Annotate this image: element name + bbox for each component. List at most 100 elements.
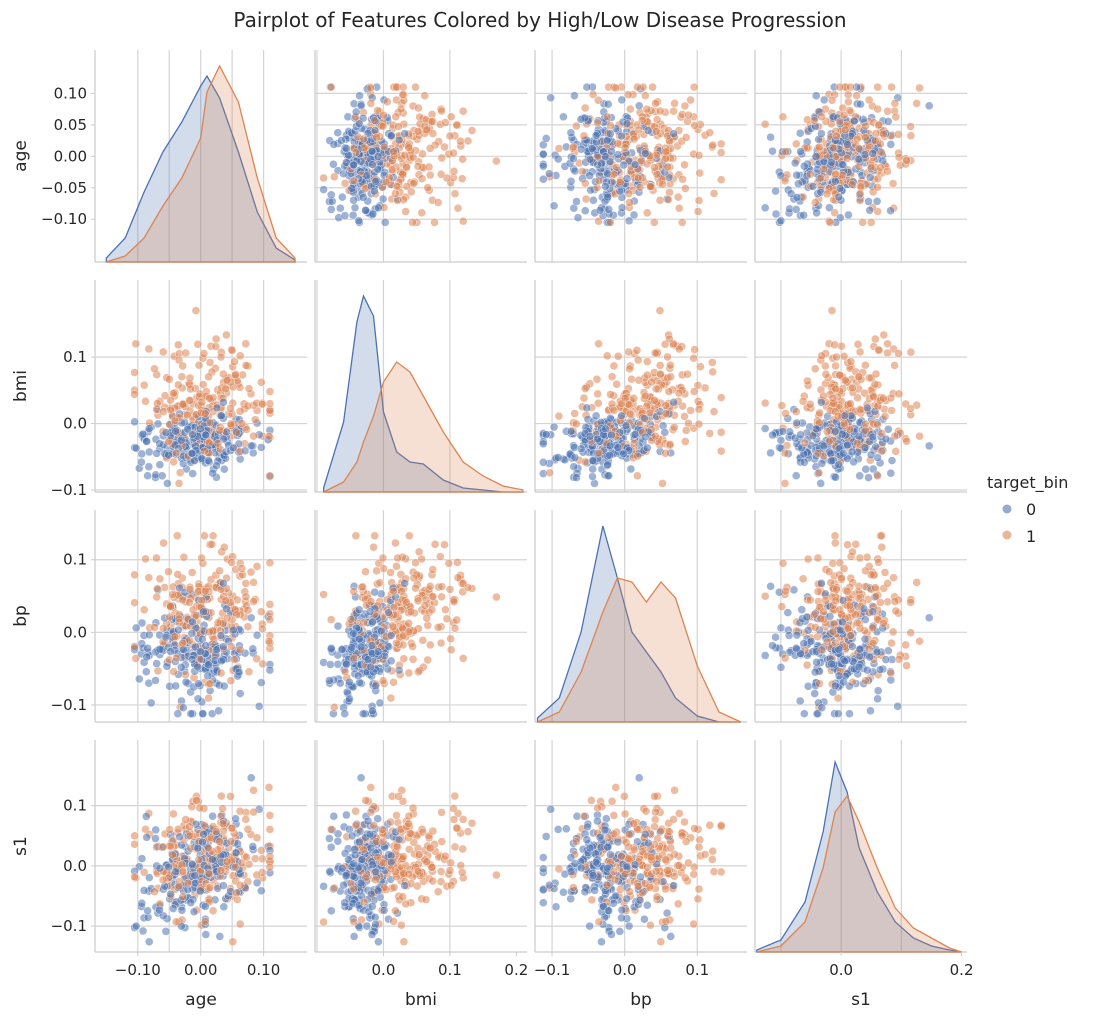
- point-group-1: [883, 167, 892, 176]
- point-group-1: [418, 149, 427, 159]
- point-group-0: [838, 430, 847, 439]
- point-group-1: [593, 389, 602, 399]
- point-group-0: [371, 920, 380, 929]
- point-group-0: [367, 889, 376, 899]
- point-group-0: [886, 675, 895, 685]
- point-group-1: [856, 182, 865, 191]
- point-group-1: [780, 653, 790, 663]
- point-group-1: [197, 397, 207, 407]
- point-group-1: [427, 605, 437, 614]
- point-group-1: [661, 147, 671, 156]
- point-group-1: [386, 693, 396, 703]
- point-group-0: [155, 439, 164, 448]
- point-group-1: [139, 381, 149, 390]
- point-group-0: [615, 186, 624, 196]
- point-group-1: [879, 330, 888, 340]
- point-group-1: [832, 131, 841, 141]
- point-group-1: [665, 440, 675, 449]
- point-group-0: [817, 703, 826, 712]
- point-group-0: [325, 676, 334, 685]
- point-group-0: [884, 646, 893, 655]
- point-group-1: [452, 120, 461, 130]
- point-group-0: [177, 906, 187, 915]
- point-group-1: [645, 408, 654, 418]
- point-group-1: [404, 627, 413, 637]
- point-group-0: [582, 82, 592, 92]
- point-group-1: [656, 361, 665, 370]
- point-group-1: [237, 419, 247, 428]
- point-group-0: [394, 835, 404, 844]
- point-group-1: [830, 208, 839, 218]
- point-group-1: [141, 554, 150, 564]
- point-group-1: [902, 156, 911, 165]
- point-group-1: [442, 614, 452, 623]
- point-group-0: [621, 421, 631, 430]
- point-group-1: [130, 570, 139, 579]
- point-group-1: [831, 538, 840, 548]
- x-tick-label: 0.10: [247, 961, 280, 979]
- point-group-1: [358, 582, 367, 592]
- point-group-0: [349, 932, 359, 941]
- point-group-0: [196, 886, 205, 895]
- point-group-1: [181, 815, 190, 824]
- point-group-1: [694, 405, 704, 414]
- point-group-1: [866, 162, 876, 172]
- point-group-1: [865, 95, 874, 105]
- point-group-0: [624, 216, 634, 226]
- point-group-1: [387, 165, 397, 174]
- point-group-1: [778, 112, 788, 122]
- point-group-1: [222, 614, 232, 623]
- point-group-1: [592, 375, 602, 384]
- point-group-0: [778, 427, 787, 436]
- point-group-1: [379, 110, 388, 120]
- point-group-0: [850, 116, 859, 126]
- point-group-1: [241, 361, 251, 370]
- point-group-1: [265, 852, 275, 861]
- point-group-1: [686, 406, 695, 415]
- point-group-0: [175, 832, 184, 841]
- point-group-0: [248, 448, 258, 458]
- point-group-0: [130, 417, 139, 426]
- point-group-1: [424, 162, 434, 172]
- point-group-0: [240, 446, 250, 455]
- point-group-1: [832, 585, 841, 594]
- point-group-0: [394, 135, 404, 145]
- point-group-1: [131, 339, 141, 348]
- point-group-1: [389, 603, 399, 612]
- point-group-0: [201, 430, 211, 440]
- point-group-1: [200, 531, 209, 540]
- point-group-1: [675, 344, 684, 354]
- point-group-1: [160, 583, 169, 592]
- point-group-1: [394, 792, 403, 801]
- point-group-0: [252, 878, 262, 887]
- point-group-0: [601, 182, 610, 191]
- point-group-1: [265, 558, 275, 567]
- point-group-0: [188, 469, 197, 478]
- point-group-1: [185, 585, 195, 594]
- point-group-1: [227, 823, 237, 833]
- point-group-0: [189, 907, 199, 916]
- point-group-1: [170, 632, 180, 641]
- point-group-1: [391, 538, 400, 548]
- point-group-1: [906, 628, 915, 637]
- y-tick-label: 0.0: [63, 857, 87, 875]
- point-group-1: [169, 667, 178, 676]
- point-group-1: [130, 840, 139, 849]
- point-group-0: [365, 607, 375, 616]
- point-group-1: [228, 937, 238, 946]
- point-group-1: [152, 553, 161, 563]
- point-group-0: [855, 645, 864, 654]
- point-group-1: [257, 378, 266, 387]
- point-group-1: [609, 406, 619, 415]
- panel-bmi-s1: [754, 280, 967, 493]
- point-group-0: [333, 128, 342, 137]
- point-group-1: [392, 638, 401, 648]
- point-group-1: [652, 127, 661, 136]
- point-group-1: [159, 538, 168, 548]
- point-group-0: [146, 698, 156, 708]
- point-group-1: [761, 398, 770, 408]
- point-group-1: [450, 189, 460, 198]
- point-group-0: [362, 171, 371, 180]
- point-group-0: [343, 112, 353, 122]
